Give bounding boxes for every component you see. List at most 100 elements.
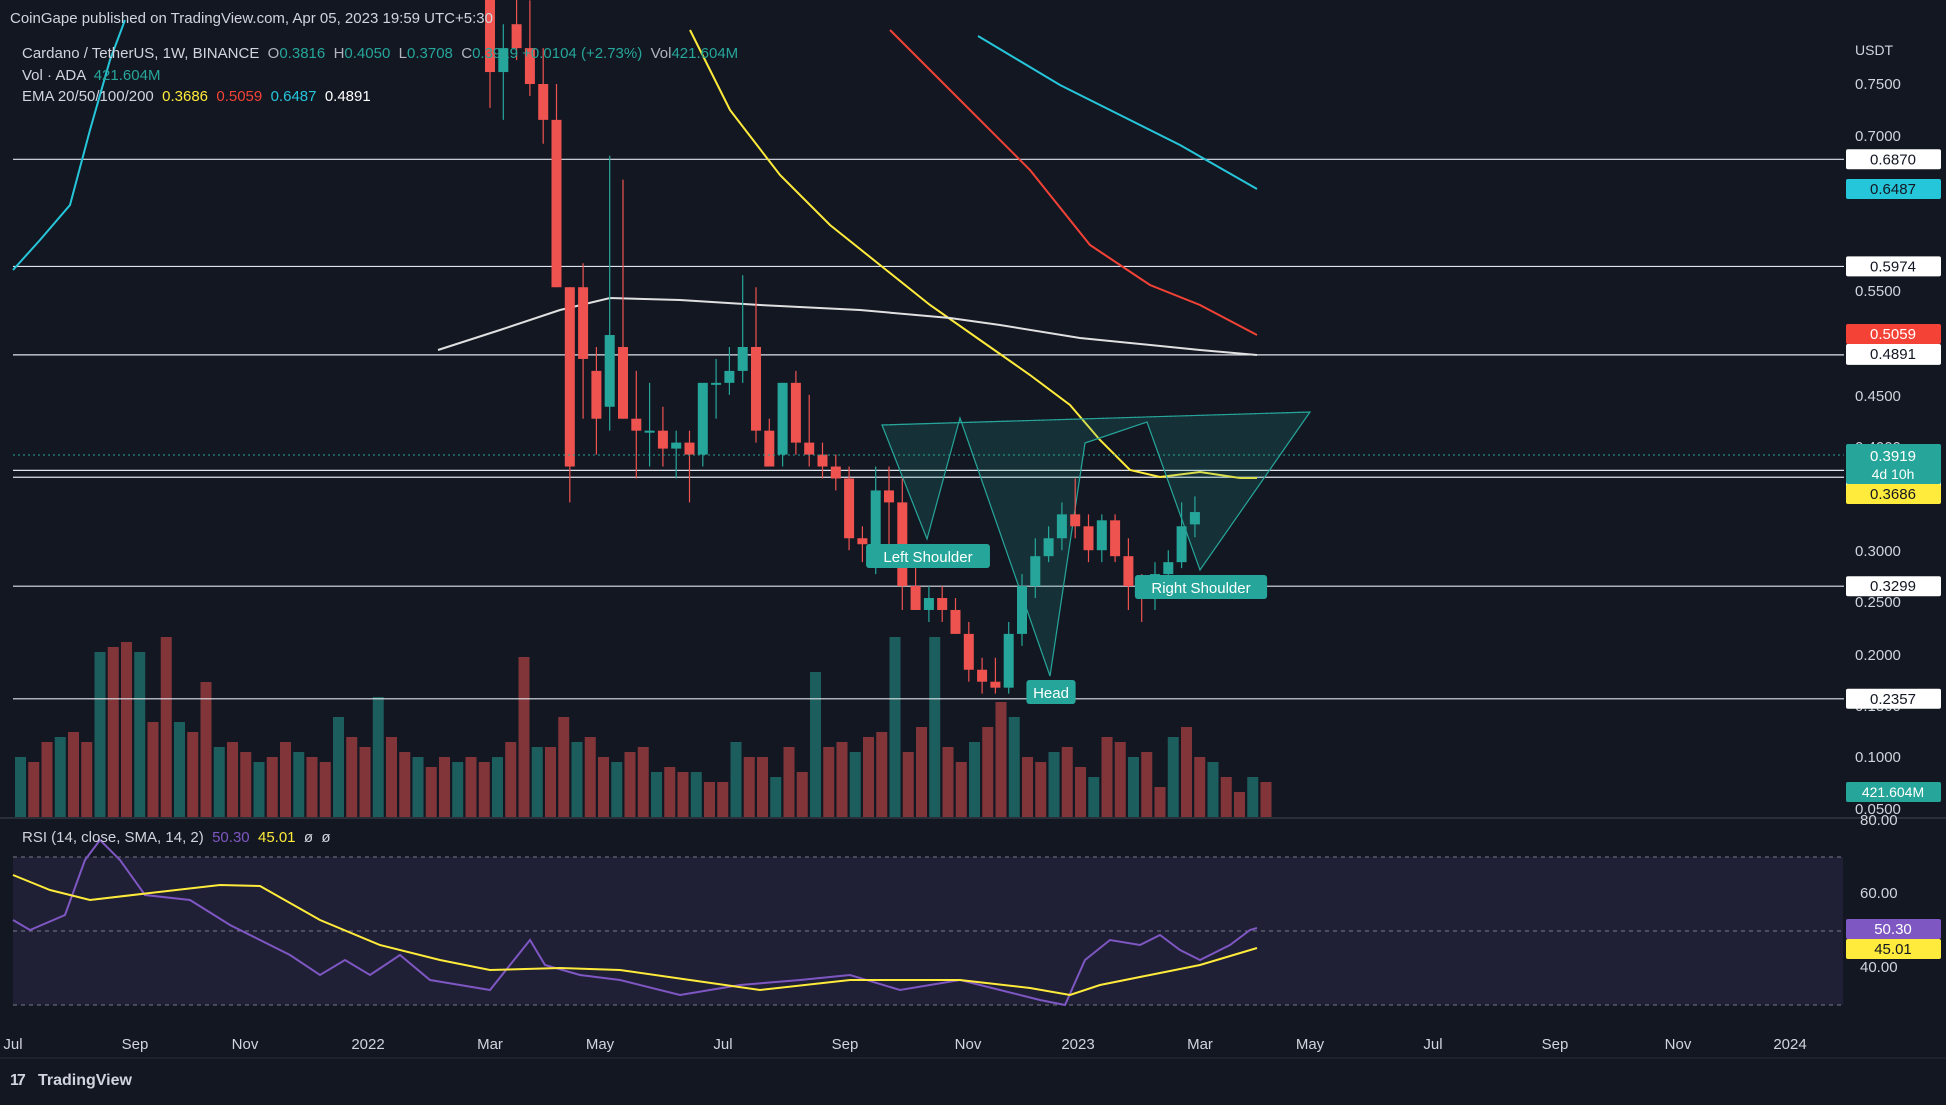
candle-body: [830, 466, 841, 479]
vol-label: Vol: [650, 45, 672, 62]
candle-body: [1003, 633, 1014, 688]
candle-body: [963, 633, 974, 670]
symbol-header: Cardano / TetherUS, 1W, BINANCE O0.3816 …: [22, 45, 739, 62]
ohlc-change: +0.0104 (+2.73%): [522, 45, 643, 62]
volume-bar: [439, 757, 450, 817]
candle-body: [857, 538, 868, 545]
y-tick-label: 0.5500: [1855, 283, 1901, 300]
rsi-tick-label: 40.00: [1860, 959, 1898, 976]
ema-axis-label-bg: [1846, 179, 1941, 199]
volume-bar: [770, 777, 782, 817]
candle-body: [950, 609, 961, 634]
candle-body: [697, 382, 708, 455]
volume-bar: [743, 757, 755, 817]
candle-body: [551, 119, 562, 288]
volume-bar: [505, 742, 517, 817]
volume-bar: [465, 757, 477, 817]
pattern-label-bg: [1134, 575, 1268, 599]
candle-body: [777, 382, 788, 455]
volume-bar: [823, 747, 835, 817]
volume-bar: [359, 747, 371, 817]
y-tick-label: 0.7000: [1855, 128, 1901, 145]
candle-body: [498, 48, 509, 73]
candle-body: [657, 430, 668, 449]
y-tick-label: 0.1000: [1855, 749, 1901, 766]
volume-bar: [1194, 757, 1206, 817]
rsi-tick-label: 60.00: [1860, 885, 1898, 902]
ema-axis-label-bg: [1846, 324, 1941, 344]
volume-bar: [1260, 782, 1272, 817]
volume-bar: [916, 727, 927, 817]
candle-body: [644, 430, 655, 433]
volume-bar: [54, 737, 66, 817]
volume-bar: [452, 762, 464, 817]
level-label-bg: [1846, 149, 1941, 170]
tradingview-logo[interactable]: 17 TradingView: [10, 1072, 132, 1090]
ema100-line: [12, 19, 126, 271]
candle-body: [1043, 538, 1054, 557]
x-tick-label: Nov: [1665, 1036, 1692, 1053]
rsi-line: [12, 838, 1258, 1007]
volume-bar: [174, 722, 185, 817]
rsi-header: RSI (14, close, SMA, 14, 2) 50.30 45.01 …: [22, 829, 331, 846]
volume-bar: [28, 762, 40, 817]
ema-axis-label: 0.4891: [1870, 346, 1916, 363]
y-tick-label: 0.2000: [1855, 647, 1901, 664]
candle-body: [1017, 586, 1027, 634]
candle-body: [870, 490, 881, 545]
rsi-sma-axis-label-bg: [1846, 939, 1941, 959]
pattern-label: Right Shoulder: [1151, 580, 1250, 597]
rsi-extra1: ø: [303, 829, 314, 846]
inverse-head-shoulders-pattern: [881, 411, 1312, 677]
candle-body: [844, 478, 855, 539]
candle-body: [1056, 514, 1067, 539]
ema20-line: [689, 29, 1257, 479]
volume-bar: [68, 732, 79, 817]
candle-body: [684, 442, 695, 455]
rsi-axis-label: 50.30: [1874, 921, 1912, 938]
candle-body: [1189, 512, 1200, 525]
ema-axis-label: 0.6487: [1870, 181, 1916, 198]
volume-bar: [611, 762, 623, 817]
candle-body: [618, 346, 628, 419]
y-tick-label: 0.0500: [1855, 801, 1901, 818]
volume-bar: [147, 722, 159, 817]
x-tick-label: May: [1296, 1036, 1325, 1053]
volume-bar: [213, 747, 225, 817]
volume-bar: [889, 637, 901, 817]
volume-bar: [1141, 752, 1153, 817]
volume-bar: [929, 637, 941, 817]
rsi-axis-label-bg: [1846, 919, 1941, 939]
volume-bar: [863, 737, 874, 817]
volume-bar: [306, 757, 318, 817]
ema-label: EMA 20/50/100/200: [22, 88, 154, 105]
volume-axis-label-bg: [1846, 782, 1941, 802]
level-label: 0.3299: [1870, 578, 1916, 595]
ema200-value: 0.4891: [324, 88, 371, 105]
vol-value: 421.604M: [671, 45, 739, 62]
volume-bar: [293, 752, 305, 817]
ohlc-close: 0.3919: [472, 45, 518, 62]
x-tick-label: Sep: [1542, 1036, 1569, 1053]
volume-bar: [94, 652, 106, 817]
candle-body: [591, 370, 602, 419]
volume-bar: [995, 702, 1007, 817]
x-tick-label: 2024: [1773, 1036, 1806, 1053]
volume-bar: [266, 757, 278, 817]
candle-body: [817, 454, 828, 467]
pattern-label-bg: [866, 544, 990, 568]
volume-bar: [1048, 752, 1060, 817]
y-tick-label: 0.7500: [1855, 76, 1901, 93]
candle-body: [990, 681, 1001, 688]
ema-axis-label: 0.5059: [1870, 326, 1916, 343]
candle-body: [631, 418, 642, 431]
volume-bar: [386, 737, 397, 817]
volume-bar: [704, 782, 715, 817]
ema100-value: 0.6487: [270, 88, 317, 105]
volume-bar: [571, 742, 583, 817]
brand-name: TradingView: [38, 1072, 132, 1089]
candle-body: [1176, 526, 1187, 563]
volume-bar: [240, 752, 252, 817]
level-label-bg: [1846, 576, 1941, 597]
